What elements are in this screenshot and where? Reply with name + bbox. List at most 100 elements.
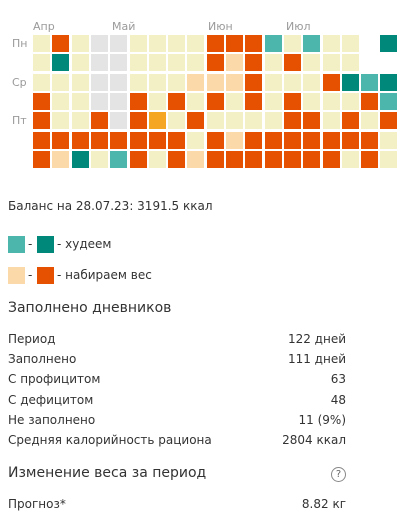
day-cell[interactable] — [148, 35, 166, 52]
day-cell[interactable] — [52, 54, 70, 72]
day-cell[interactable] — [303, 54, 321, 72]
day-cell[interactable] — [90, 35, 108, 52]
day-cell[interactable] — [341, 35, 359, 52]
day-cell[interactable] — [341, 112, 359, 130]
day-cell[interactable] — [322, 54, 340, 72]
day-cell[interactable] — [361, 112, 379, 130]
help-icon[interactable]: ? — [331, 467, 346, 482]
day-cell[interactable] — [129, 150, 147, 168]
day-cell[interactable] — [361, 73, 379, 91]
day-cell[interactable] — [283, 73, 301, 91]
day-cell[interactable] — [71, 150, 89, 168]
day-cell[interactable] — [187, 54, 205, 72]
day-cell[interactable] — [264, 150, 282, 168]
day-cell[interactable] — [361, 131, 379, 149]
day-cell[interactable] — [245, 131, 263, 149]
day-cell[interactable] — [380, 92, 398, 110]
day-cell[interactable] — [380, 112, 398, 130]
day-cell[interactable] — [33, 35, 50, 52]
day-cell[interactable] — [168, 73, 186, 91]
day-cell[interactable] — [380, 35, 398, 52]
day-cell[interactable] — [226, 112, 243, 130]
day-cell[interactable] — [71, 54, 89, 72]
day-cell[interactable] — [341, 150, 359, 168]
day-cell[interactable] — [148, 73, 166, 91]
day-cell[interactable] — [168, 131, 186, 149]
day-cell[interactable] — [264, 112, 282, 130]
day-cell[interactable] — [206, 150, 224, 168]
day-cell[interactable] — [168, 92, 186, 110]
day-cell[interactable] — [110, 35, 128, 52]
day-cell[interactable] — [245, 112, 263, 130]
day-cell[interactable] — [245, 35, 263, 52]
day-cell[interactable] — [303, 92, 321, 110]
day-cell[interactable] — [303, 150, 321, 168]
day-cell[interactable] — [110, 54, 128, 72]
day-cell[interactable] — [303, 131, 321, 149]
day-cell[interactable] — [71, 35, 89, 52]
day-cell[interactable] — [110, 92, 128, 110]
day-cell[interactable] — [129, 35, 147, 52]
day-cell[interactable] — [129, 54, 147, 72]
day-cell[interactable] — [148, 92, 166, 110]
day-cell[interactable] — [303, 73, 321, 91]
day-cell[interactable] — [283, 92, 301, 110]
day-cell[interactable] — [90, 150, 108, 168]
day-cell[interactable] — [322, 150, 340, 168]
day-cell[interactable] — [341, 92, 359, 110]
day-cell[interactable] — [226, 92, 243, 110]
day-cell[interactable] — [148, 150, 166, 168]
day-cell[interactable] — [187, 92, 205, 110]
day-cell[interactable] — [52, 35, 70, 52]
day-cell[interactable] — [226, 73, 243, 91]
day-cell[interactable] — [33, 150, 50, 168]
day-cell[interactable] — [245, 150, 263, 168]
day-cell[interactable] — [341, 131, 359, 149]
day-cell[interactable] — [226, 35, 243, 52]
day-cell[interactable] — [283, 35, 301, 52]
day-cell[interactable] — [52, 92, 70, 110]
day-cell[interactable] — [303, 35, 321, 52]
day-cell[interactable] — [110, 73, 128, 91]
day-cell[interactable] — [361, 92, 379, 110]
day-cell[interactable] — [264, 131, 282, 149]
day-cell[interactable] — [168, 35, 186, 52]
day-cell[interactable] — [283, 131, 301, 149]
day-cell[interactable] — [110, 131, 128, 149]
day-cell[interactable] — [33, 131, 50, 149]
day-cell[interactable] — [148, 112, 166, 130]
day-cell[interactable] — [168, 54, 186, 72]
day-cell[interactable] — [322, 35, 340, 52]
day-cell[interactable] — [187, 131, 205, 149]
day-cell[interactable] — [187, 150, 205, 168]
day-cell[interactable] — [206, 73, 224, 91]
day-cell[interactable] — [129, 131, 147, 149]
day-cell[interactable] — [226, 150, 243, 168]
day-cell[interactable] — [245, 92, 263, 110]
day-cell[interactable] — [206, 112, 224, 130]
day-cell[interactable] — [264, 92, 282, 110]
day-cell[interactable] — [148, 54, 166, 72]
day-cell[interactable] — [33, 112, 50, 130]
day-cell[interactable] — [322, 92, 340, 110]
day-cell[interactable] — [341, 54, 359, 72]
day-cell[interactable] — [283, 112, 301, 130]
day-cell[interactable] — [33, 73, 50, 91]
day-cell[interactable] — [90, 92, 108, 110]
day-cell[interactable] — [226, 131, 243, 149]
day-cell[interactable] — [187, 112, 205, 130]
day-cell[interactable] — [341, 73, 359, 91]
day-cell[interactable] — [52, 73, 70, 91]
day-cell[interactable] — [264, 73, 282, 91]
day-cell[interactable] — [148, 131, 166, 149]
day-cell[interactable] — [52, 112, 70, 130]
day-cell[interactable] — [206, 131, 224, 149]
day-cell[interactable] — [33, 92, 50, 110]
day-cell[interactable] — [206, 35, 224, 52]
day-cell[interactable] — [110, 112, 128, 130]
day-cell[interactable] — [380, 73, 398, 91]
day-cell[interactable] — [129, 92, 147, 110]
day-cell[interactable] — [168, 112, 186, 130]
day-cell[interactable] — [187, 73, 205, 91]
day-cell[interactable] — [90, 54, 108, 72]
